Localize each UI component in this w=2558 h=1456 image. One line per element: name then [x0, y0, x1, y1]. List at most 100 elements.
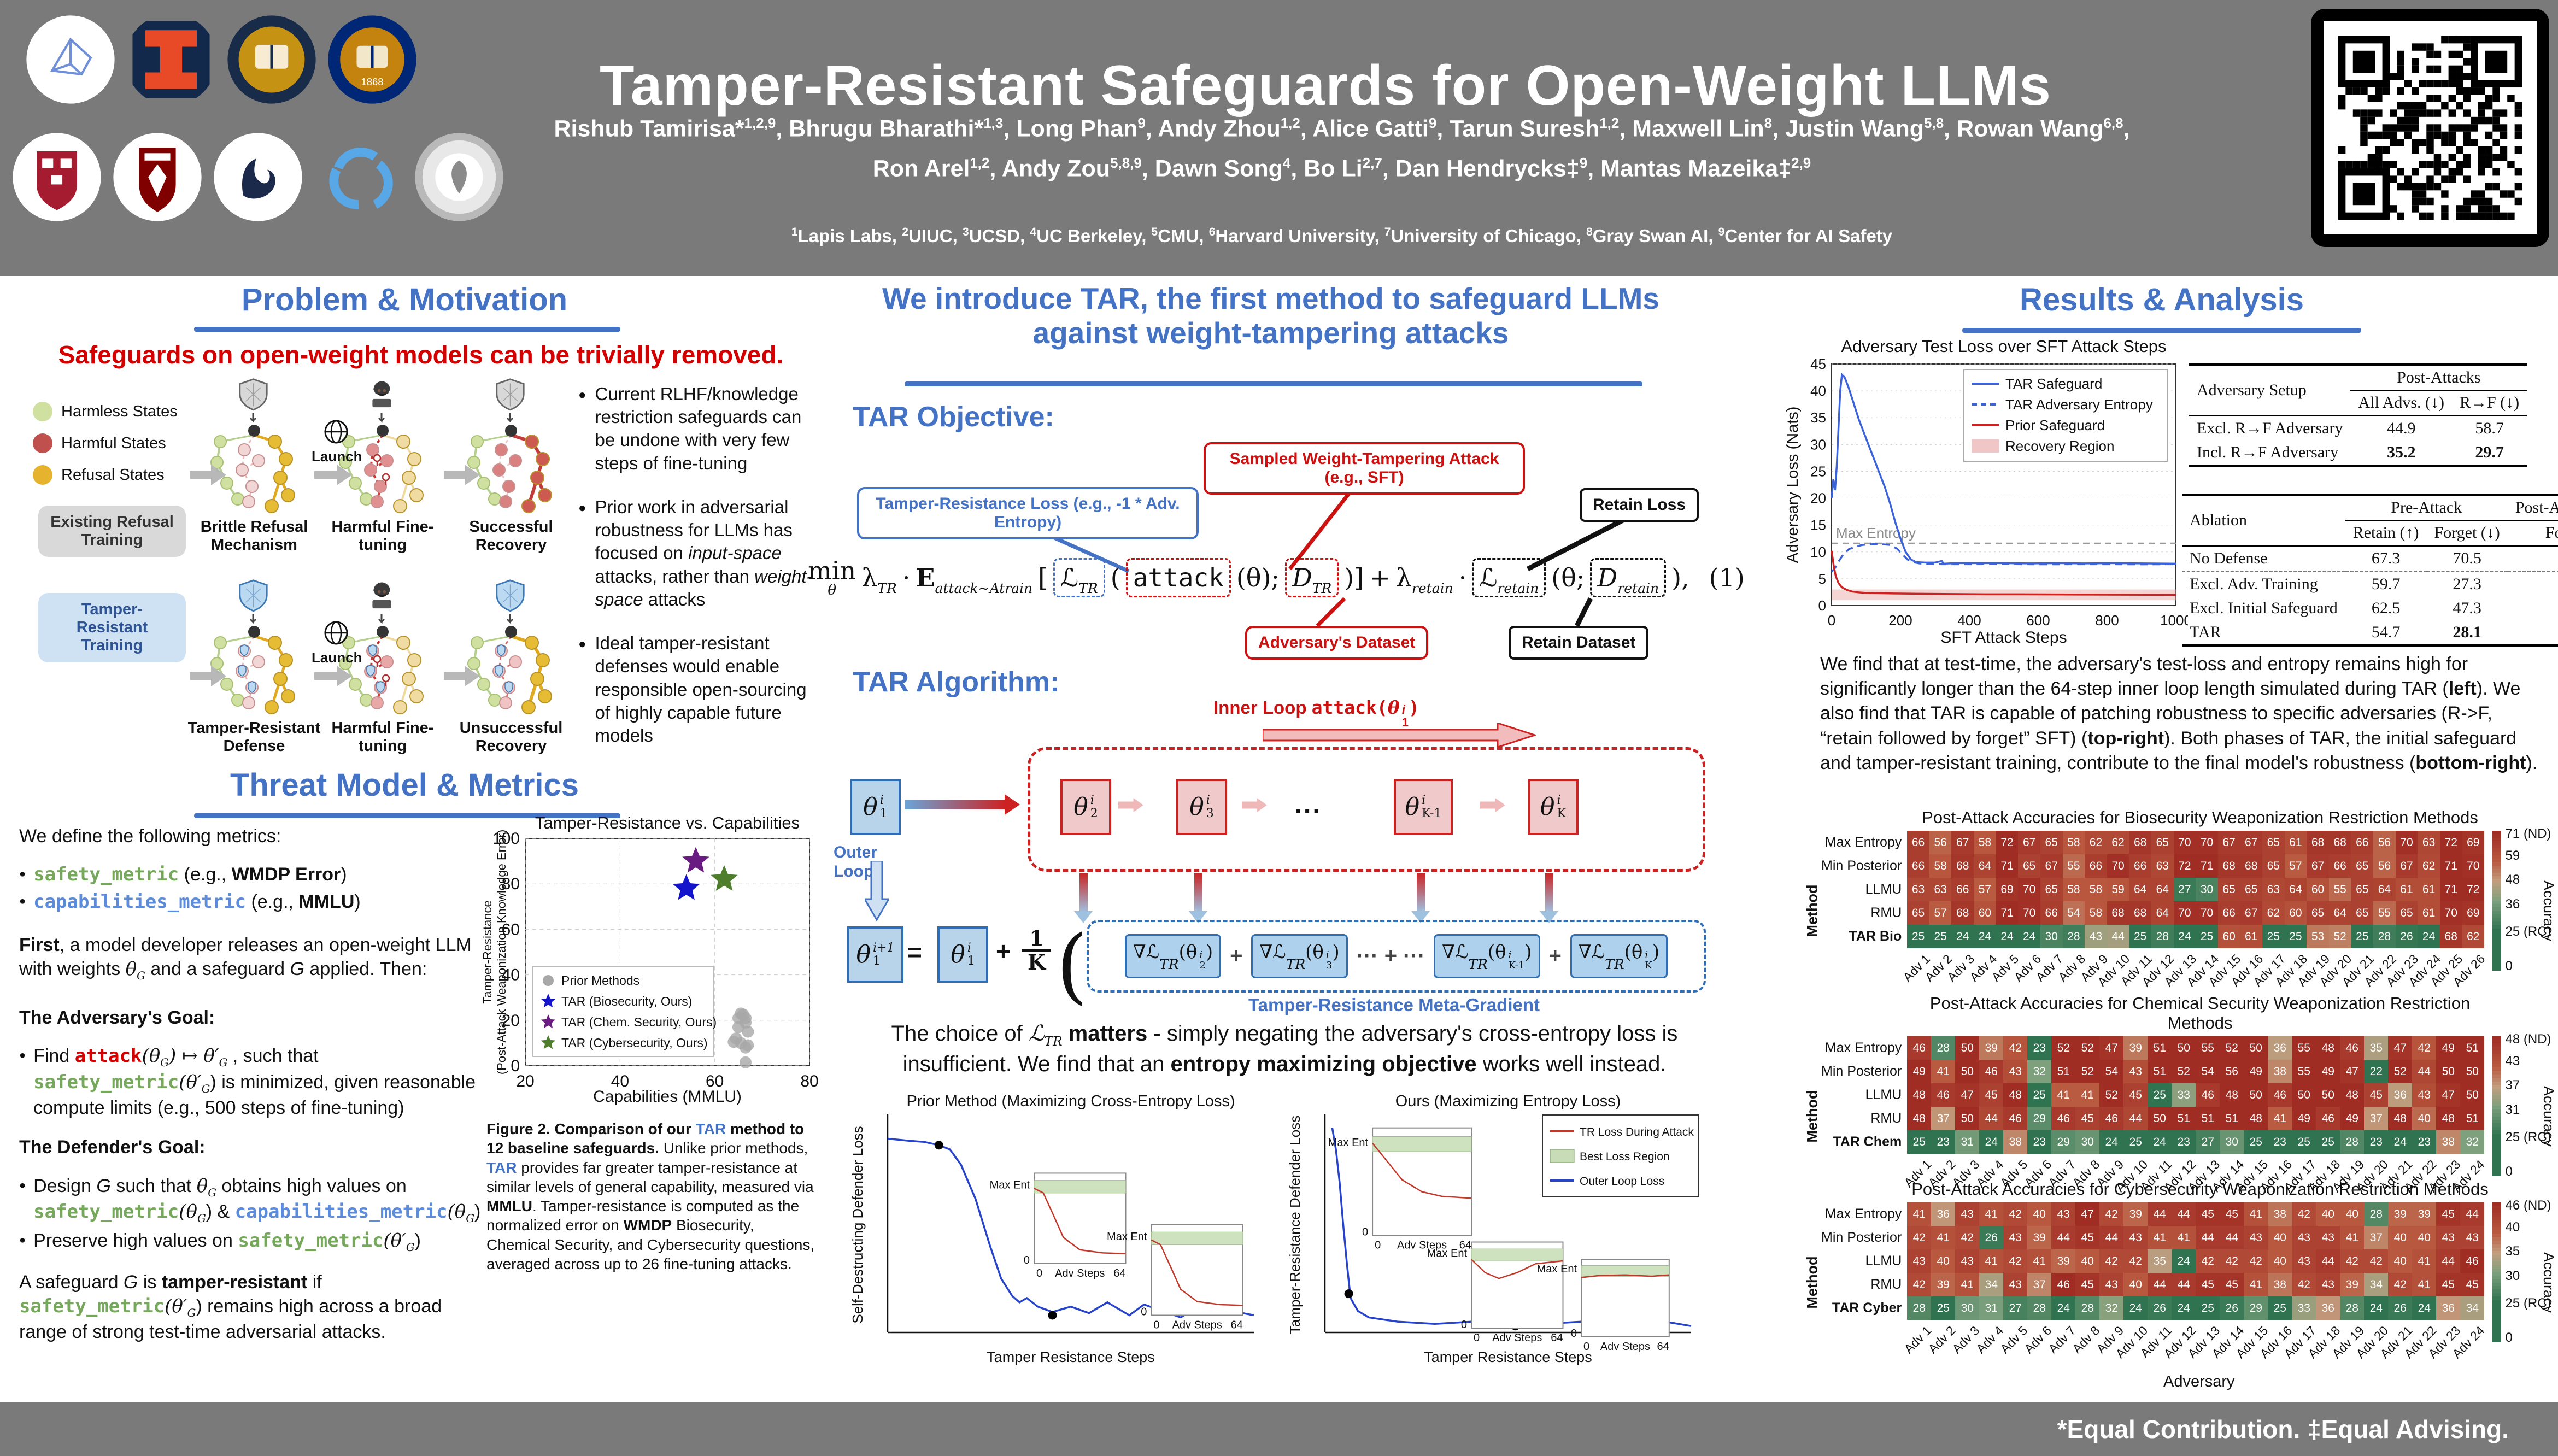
equation-token: (θ); — [1236, 563, 1280, 592]
svg-text:35: 35 — [1810, 409, 1826, 426]
svg-text:Max Ent: Max Ent — [1328, 1137, 1369, 1149]
heatmap-cell: 41 — [1907, 1202, 1932, 1226]
heatmap-cell: 43 — [2292, 1226, 2316, 1249]
heatmap-cell: 50 — [1955, 1107, 1980, 1130]
heatmap-cell: 34 — [2364, 1273, 2389, 1296]
heatmap-cell: 42 — [1955, 1226, 1980, 1249]
heatmap-body: Method Max Entropy Min Posterior LLMU RMU TAR… — [1804, 1198, 2558, 1363]
svg-text:Capabilities (MMLU): Capabilities (MMLU) — [593, 1088, 742, 1106]
heatmap-cell: 48 — [2436, 1107, 2461, 1130]
table-group-header: Pre-Attack — [2345, 494, 2508, 521]
affiliation: UCSD — [969, 226, 1020, 246]
heatmap-cell: 38 — [2003, 1130, 2028, 1154]
heatmap-cell: 70 — [2462, 854, 2485, 878]
heatmap-cell: 31 — [1955, 1130, 1980, 1154]
heatmap-cell: 62 — [2262, 901, 2285, 925]
plus: ··· + ··· — [1356, 944, 1425, 968]
heatmap-cell: 42 — [2388, 1273, 2413, 1296]
svg-text:Self-Destructing Defender Loss: Self-Destructing Defender Loss — [849, 1126, 866, 1323]
tar-algorithm-heading: TAR Algorithm: — [853, 666, 1060, 698]
heatmap-row: 42 39 41 34 43 37 46 45 43 40 44 44 45 45 41 38 42 43 39 34… — [1907, 1273, 2485, 1296]
heatmap-cell: 28 — [2027, 1296, 2052, 1320]
results-underline — [1962, 328, 2361, 333]
heatmap-cell: 26 — [2395, 925, 2418, 948]
cell-value: 62.5 — [2371, 599, 2401, 617]
heatmap-cell: 66 — [2351, 831, 2374, 854]
heatmap-cell: 25 — [2284, 925, 2307, 948]
heatmap-cell: 40 — [2316, 1202, 2340, 1226]
colorbar-tick: 0 — [2505, 959, 2513, 974]
heatmap-x-label: Adv 5 — [1997, 1323, 2031, 1356]
heatmap-row-labels: Max Entropy Min Posterior LLMU RMU TAR Bio — [1821, 831, 1907, 991]
heatmap-cell: 44 — [2412, 1060, 2437, 1083]
flow-label: Successful Recovery — [469, 518, 553, 554]
flow-label: Unsuccessful Recovery — [459, 719, 563, 755]
heatmap-cell: 44 — [2172, 1202, 2196, 1226]
cell-value: 35.2 — [2507, 620, 2558, 647]
heatmap-cell: 40 — [2388, 1226, 2413, 1249]
heatmap-cell: 60 — [2284, 901, 2307, 925]
heatmap-cell: 45 — [2075, 1273, 2100, 1296]
row-name: No Defense — [2182, 545, 2345, 572]
heatmap-cell: 36 — [2436, 1296, 2461, 1320]
affiliation: Harvard University — [1215, 226, 1375, 246]
heatmap-cell: 42 — [2220, 1249, 2244, 1273]
heatmap-cell: 49 — [2436, 1036, 2461, 1060]
heatmap-cell: 55 — [2292, 1060, 2316, 1083]
svg-text:TR Loss During Attack: TR Loss During Attack — [1580, 1126, 1694, 1138]
colorbar — [2492, 831, 2501, 971]
heatmap-cell: 63 — [1929, 878, 1952, 901]
heatmap-cell: 41 — [2244, 1273, 2268, 1296]
heatmap-cell: 70 — [2018, 901, 2040, 925]
heatmap-cell: 26 — [2148, 1296, 2172, 1320]
colorbar-tick: 59 — [2505, 848, 2520, 863]
logo-row-1: 1868 — [25, 14, 418, 105]
heatmap-cell: 51 — [2196, 1107, 2220, 1130]
colorbar-tick: 25 (RC) — [2505, 1295, 2551, 1311]
heatmap-cell: 54 — [2196, 1060, 2220, 1083]
threat-paragraph: First, a model developer releases an ope… — [19, 934, 472, 982]
heatmap-cell: 24 — [2173, 925, 2196, 948]
heatmap-cell: 44 — [2148, 1202, 2172, 1226]
open-paren: ( — [1056, 918, 1088, 1013]
inner-loop-label: Inner Loop attack(θ i 1) — [1213, 697, 1419, 730]
svg-text:Prior Method (Maximizing Cross: Prior Method (Maximizing Cross-Entropy L… — [906, 1093, 1235, 1110]
heatmap-cell: 34 — [2460, 1296, 2485, 1320]
heatmap-cell: 70 — [2107, 854, 2129, 878]
center-for-ai-safety-logo — [313, 131, 404, 223]
heatmap-row-label: Max Entropy — [1824, 1040, 1902, 1055]
motivation-bullet: ● Current RLHF/knowledge restriction safe… — [578, 383, 825, 475]
table-col-header: R→F (↓) — [2451, 390, 2527, 416]
heatmap-cell: 43 — [2123, 1060, 2148, 1083]
heatmap-cell: 44 — [2220, 1226, 2244, 1249]
heatmap-cell: 44 — [2316, 1249, 2340, 1273]
heatmap-cell: 41 — [2148, 1226, 2172, 1249]
legend-dot — [33, 433, 52, 453]
heatmap-row-label: TAR Chem — [1833, 1134, 1902, 1149]
adversary-axis-label: Adversary — [2163, 1373, 2235, 1390]
svg-text:Tamper-Resistance Defender Los: Tamper-Resistance Defender Loss — [1287, 1116, 1303, 1334]
heatmap-cell: 28 — [2151, 925, 2174, 948]
heatmap-cell: 64 — [1974, 854, 1996, 878]
svg-text:Adv Steps: Adv Steps — [1397, 1240, 1447, 1252]
heatmap-cell: 38 — [2436, 1130, 2461, 1154]
footer: *Equal Contribution. ‡Equal Advising. — [0, 1402, 2558, 1456]
adversary-setup-table: Adversary Setup Post-Attacks All Advs. (↓)… — [2189, 363, 2527, 467]
heatmap-cell: 62 — [2107, 831, 2129, 854]
heatmap-row: 48 46 47 45 48 25 41 41 52 45 25 33 46 48 50 46 50 50 48 45… — [1907, 1083, 2485, 1107]
heatmap-cell: 23 — [2027, 1036, 2052, 1060]
heatmap-cell: 66 — [2328, 854, 2351, 878]
svg-text:0: 0 — [1375, 1240, 1381, 1252]
heatmap-cell: 47 — [2436, 1083, 2461, 1107]
heatmap-cell: 24 — [1979, 1130, 2004, 1154]
heatmap-2: Post-Attack Accuracies for Chemical Secu… — [1804, 994, 2558, 1196]
heatmap-cell: 44 — [2051, 1226, 2076, 1249]
svg-text:0: 0 — [1141, 1306, 1147, 1318]
heatmap-cell: 43 — [2085, 925, 2107, 948]
heatmap-cell: 24 — [2172, 1249, 2196, 1273]
heatmap-cell: 41 — [2244, 1202, 2268, 1226]
svg-text:0: 0 — [1024, 1254, 1030, 1266]
heatmap-cell: 48 — [2220, 1083, 2244, 1107]
author-name: Dawn Song — [1154, 155, 1283, 182]
